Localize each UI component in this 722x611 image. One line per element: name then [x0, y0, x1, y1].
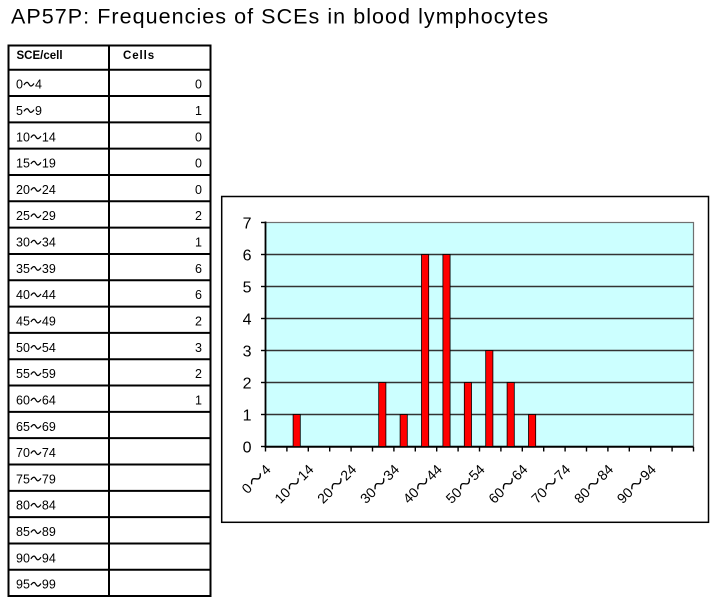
svg-text:5: 5: [243, 280, 252, 297]
svg-text:25: 25: [16, 209, 30, 223]
svg-text:20: 20: [16, 183, 30, 197]
svg-text:7: 7: [243, 216, 252, 233]
svg-text:99: 99: [42, 578, 56, 592]
svg-text:44: 44: [42, 288, 56, 302]
svg-text:55: 55: [16, 367, 30, 381]
svg-text:90: 90: [16, 551, 30, 565]
svg-text:49: 49: [42, 315, 56, 329]
svg-text:1: 1: [195, 393, 202, 407]
svg-text:2: 2: [195, 367, 202, 381]
svg-text:94: 94: [42, 551, 56, 565]
svg-text:14: 14: [42, 130, 56, 144]
svg-text:1: 1: [195, 236, 202, 250]
svg-text:70: 70: [16, 446, 30, 460]
svg-text:SCE/cell: SCE/cell: [17, 50, 63, 62]
svg-text:75: 75: [16, 472, 30, 486]
svg-text:4: 4: [243, 312, 252, 329]
svg-text:6: 6: [195, 262, 202, 276]
svg-text:65: 65: [16, 420, 30, 434]
svg-text:95: 95: [16, 578, 30, 592]
svg-text:60: 60: [16, 393, 30, 407]
svg-text:74: 74: [42, 446, 56, 460]
svg-text:2: 2: [195, 315, 202, 329]
svg-text:2: 2: [243, 376, 252, 393]
svg-text:85: 85: [16, 525, 30, 539]
svg-text:80: 80: [16, 499, 30, 513]
svg-text:4: 4: [35, 78, 42, 92]
svg-text:84: 84: [42, 499, 56, 513]
svg-text:AP57P: Frequencies of SCEs in: AP57P: Frequencies of SCEs in blood lymp…: [11, 5, 549, 29]
svg-text:0: 0: [243, 440, 252, 457]
svg-text:0: 0: [195, 157, 202, 171]
svg-text:50: 50: [16, 341, 30, 355]
svg-text:2: 2: [195, 209, 202, 223]
svg-text:6: 6: [243, 248, 252, 265]
svg-text:34: 34: [42, 236, 56, 250]
svg-text:59: 59: [42, 367, 56, 381]
svg-text:30: 30: [16, 236, 30, 250]
svg-text:35: 35: [16, 262, 30, 276]
svg-text:0: 0: [195, 130, 202, 144]
svg-text:15: 15: [16, 157, 30, 171]
svg-text:3: 3: [195, 341, 202, 355]
svg-text:79: 79: [42, 472, 56, 486]
svg-text:1: 1: [195, 104, 202, 118]
svg-text:10: 10: [16, 130, 30, 144]
svg-text:5: 5: [16, 104, 23, 118]
svg-text:0: 0: [195, 78, 202, 92]
svg-text:69: 69: [42, 420, 56, 434]
svg-text:39: 39: [42, 262, 56, 276]
svg-text:1: 1: [243, 408, 252, 425]
svg-text:24: 24: [42, 183, 56, 197]
svg-text:Cells: Cells: [123, 50, 155, 62]
svg-text:0: 0: [16, 78, 23, 92]
svg-text:29: 29: [42, 209, 56, 223]
svg-text:9: 9: [35, 104, 42, 118]
svg-text:3: 3: [243, 344, 252, 361]
svg-text:0: 0: [195, 183, 202, 197]
svg-text:6: 6: [195, 288, 202, 302]
svg-text:45: 45: [16, 315, 30, 329]
svg-text:40: 40: [16, 288, 30, 302]
svg-text:64: 64: [42, 393, 56, 407]
svg-text:19: 19: [42, 157, 56, 171]
svg-text:89: 89: [42, 525, 56, 539]
svg-text:54: 54: [42, 341, 56, 355]
